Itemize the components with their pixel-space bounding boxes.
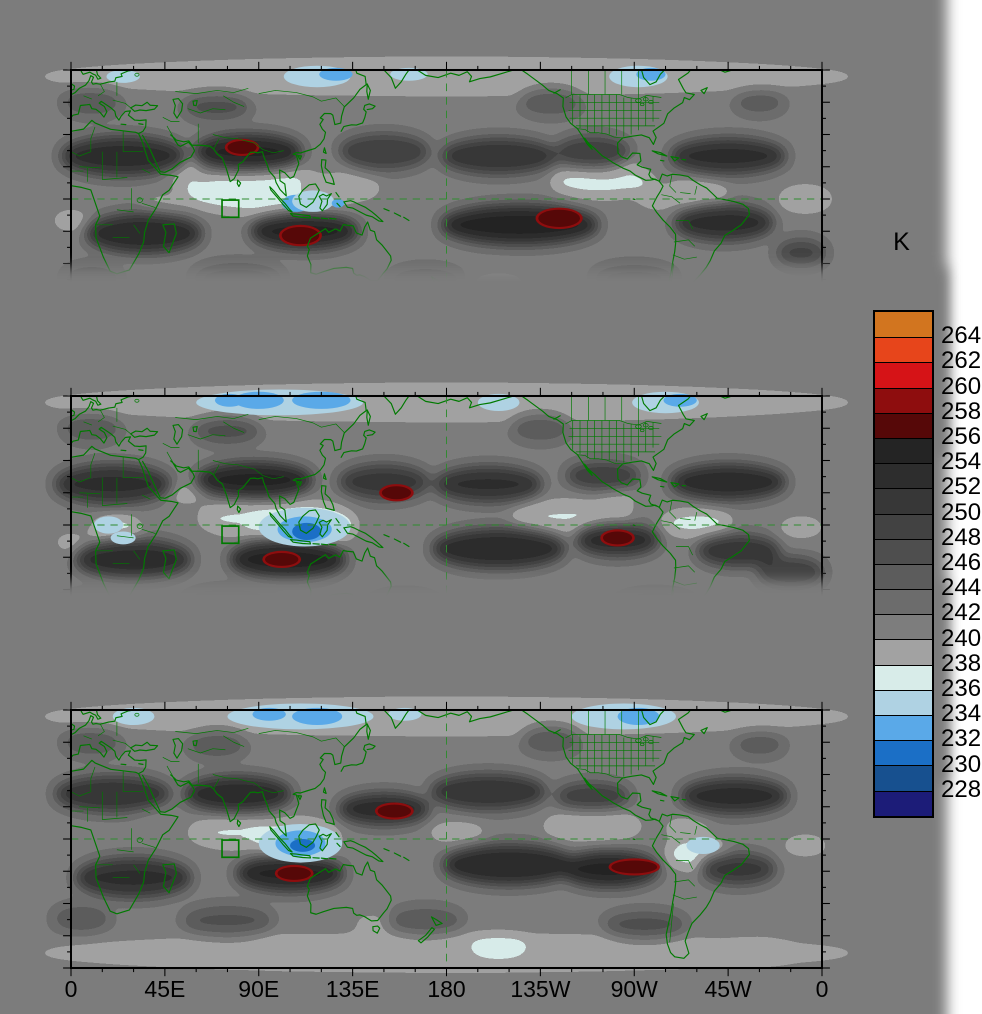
colorbar-tick-label: 258 (941, 397, 982, 425)
colorbar-tick-label: 238 (941, 649, 982, 677)
colorbar-cell (875, 362, 932, 388)
colorbar-tick-label: 240 (941, 624, 982, 652)
colorbar-tick-label: 232 (941, 725, 982, 753)
colorbar-cell (875, 740, 932, 766)
colorbar-cell (875, 639, 932, 665)
cold-anomaly-patch (110, 531, 136, 545)
colorbar-tick-label: 228 (941, 775, 982, 803)
warm-maximum-core (377, 804, 412, 818)
colorbar-cell (875, 412, 932, 438)
study-region-box (221, 525, 240, 545)
x-axis-label: 135W (510, 976, 571, 1002)
colorbar-tick-label: 260 (941, 372, 982, 400)
colorbar-tick-label: 244 (941, 574, 982, 602)
colorbar-tick-label: 264 (941, 322, 982, 350)
cold-anomaly-patch (252, 707, 286, 721)
colorbar-unit-label: K (893, 228, 910, 256)
cold-anomaly-patch (663, 393, 697, 407)
cold-anomaly-patch (477, 393, 520, 412)
x-axis-label: 45E (144, 976, 186, 1002)
colorbar-cell (875, 563, 932, 590)
colorbar-cells (873, 310, 934, 818)
map-panel (0, 581, 948, 1014)
cold-anomaly-patch (93, 516, 124, 534)
warm-maximum-core (381, 486, 412, 500)
colorbar-cell (875, 765, 932, 791)
colorbar-tick-label: 250 (941, 498, 982, 526)
cold-anomaly-patch (686, 836, 720, 855)
x-axis-label: 180 (427, 976, 466, 1002)
colorbar-cell (875, 614, 932, 640)
x-axis-label: 0 (64, 976, 78, 1002)
study-region-box (221, 199, 240, 219)
cold-anomaly-patch (319, 67, 353, 81)
colorbar-cell (875, 488, 932, 514)
colorbar-tick-label: 252 (941, 473, 982, 501)
colorbar-cell (875, 437, 932, 464)
cold-anomaly-patch (214, 393, 245, 407)
warm-maximum-core (277, 866, 311, 880)
cold-anomaly-patch (388, 707, 422, 721)
x-axis-label: 135E (325, 976, 380, 1002)
cold-anomaly-patch (112, 707, 155, 726)
cold-anomaly-patch (331, 199, 345, 208)
colorbar-tick-label: 242 (941, 599, 982, 627)
colorbar-cell (875, 664, 932, 690)
colorbar-tick-label: 230 (941, 750, 982, 778)
cold-anomaly-patch (106, 70, 140, 83)
study-region-box (221, 839, 240, 859)
colorbar-tick-label: 246 (941, 549, 982, 576)
warm-maximum-core (227, 140, 257, 154)
x-axis-label: 90E (238, 976, 280, 1002)
colorbar-cell (875, 689, 932, 715)
colorbar-cell (875, 463, 932, 489)
warm-maximum-core (538, 209, 581, 227)
x-axis-label: 45W (704, 976, 752, 1002)
colorbar-tick-label: 254 (941, 448, 982, 476)
colorbar-tick-label: 236 (941, 675, 982, 702)
cold-anomaly-patch (292, 707, 343, 726)
colorbar-cell (875, 715, 932, 741)
colorbar-cell (875, 513, 932, 539)
colorbar-tick-label: 262 (941, 347, 982, 375)
colorbar-tick-label: 234 (941, 700, 982, 728)
colorbar-cell (875, 387, 932, 413)
warm-maximum-core (265, 552, 299, 566)
colorbar-cell (875, 790, 932, 816)
colorbar-tick-label: 256 (941, 423, 982, 450)
colorbar-cell (875, 589, 932, 615)
x-axis-label: 0 (815, 976, 829, 1002)
colorbar-cell (875, 337, 932, 363)
colorbar-cell (875, 538, 932, 564)
colorbar-cell (875, 312, 932, 338)
colorbar-tick-label: 248 (941, 523, 982, 551)
x-axis-label: 90W (610, 976, 658, 1002)
warm-maximum-core (602, 531, 633, 545)
warm-maximum-core (611, 860, 658, 874)
